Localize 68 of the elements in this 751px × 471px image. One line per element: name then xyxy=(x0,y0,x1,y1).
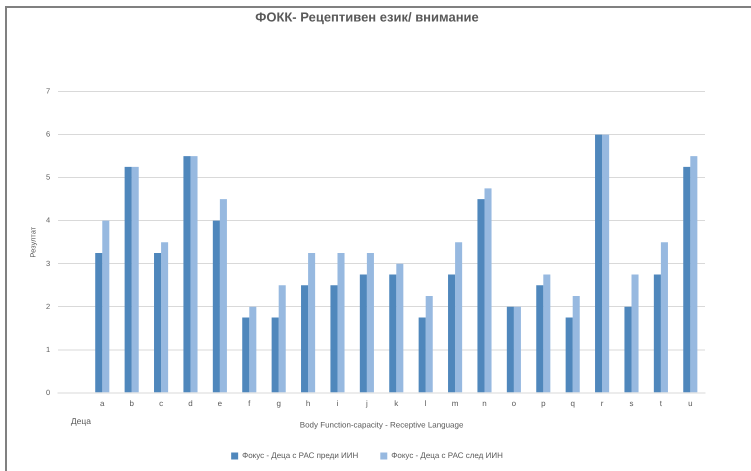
x-tick-label: g xyxy=(276,398,281,408)
x-tick-label: f xyxy=(248,398,252,408)
bar xyxy=(360,274,367,392)
bar xyxy=(543,274,550,392)
bar xyxy=(183,156,190,392)
chart-title: ФОКК- Рецептивен език/ внимание xyxy=(255,9,479,24)
bar xyxy=(602,134,610,392)
bar xyxy=(624,306,632,392)
x-tick-label: r xyxy=(600,398,604,408)
bar xyxy=(418,318,426,392)
bar xyxy=(308,252,316,392)
bar xyxy=(337,252,345,392)
bar xyxy=(220,199,227,392)
text: Деца xyxy=(70,416,92,426)
bar xyxy=(330,285,338,392)
x-tick-label: d xyxy=(188,398,193,408)
bar xyxy=(396,264,404,392)
x-tick-label: h xyxy=(306,398,310,408)
x-tick-label: a xyxy=(100,398,106,408)
x-tick-label: j xyxy=(364,398,368,408)
bar xyxy=(455,242,462,392)
bar xyxy=(366,252,374,392)
bar xyxy=(272,318,279,392)
x-tick-label: l xyxy=(424,398,427,408)
bar xyxy=(477,199,484,392)
bar xyxy=(572,296,580,392)
bar xyxy=(154,252,162,392)
x-tick-label: b xyxy=(129,398,134,408)
bar xyxy=(448,274,456,392)
bar xyxy=(631,274,639,392)
bar xyxy=(514,306,521,392)
bar xyxy=(484,188,492,392)
bar xyxy=(660,242,668,392)
x-tick-label: t xyxy=(660,398,663,408)
bar xyxy=(102,220,110,392)
bar xyxy=(190,156,198,392)
x-tick-label: n xyxy=(482,398,487,408)
x-tick-label: u xyxy=(688,398,693,408)
bar xyxy=(389,274,396,392)
bar xyxy=(506,306,514,392)
bar xyxy=(242,318,250,392)
x-tick-label: c xyxy=(159,398,164,408)
legend-label: Фокус - Деца с РАС след ИИН xyxy=(391,451,504,460)
x-tick-label: o xyxy=(512,398,517,408)
legend-label: Фокус - Деца с РАС преди ИИН xyxy=(242,451,359,460)
bar xyxy=(301,285,308,392)
bar xyxy=(278,285,286,392)
x-tick-label: e xyxy=(218,398,223,408)
bar xyxy=(124,166,132,392)
x-tick-label: i xyxy=(336,398,339,408)
bar xyxy=(249,306,256,392)
bar xyxy=(426,296,433,392)
bar xyxy=(132,166,139,392)
bar xyxy=(566,318,573,392)
bar xyxy=(95,252,102,392)
x-tick-label: p xyxy=(541,398,546,408)
x-tick-label: q xyxy=(570,398,575,408)
x-tick-label: k xyxy=(394,398,400,408)
bar xyxy=(212,220,220,392)
x-tick-label: s xyxy=(629,398,634,408)
x-axis-title: Body Function-capacity - Receptive Language xyxy=(300,420,464,430)
bar xyxy=(161,242,168,392)
x-tick-label: m xyxy=(452,398,459,408)
bar xyxy=(595,134,602,392)
bar xyxy=(690,156,698,392)
bar xyxy=(654,274,661,392)
bar xyxy=(683,166,690,392)
bar xyxy=(536,285,544,392)
